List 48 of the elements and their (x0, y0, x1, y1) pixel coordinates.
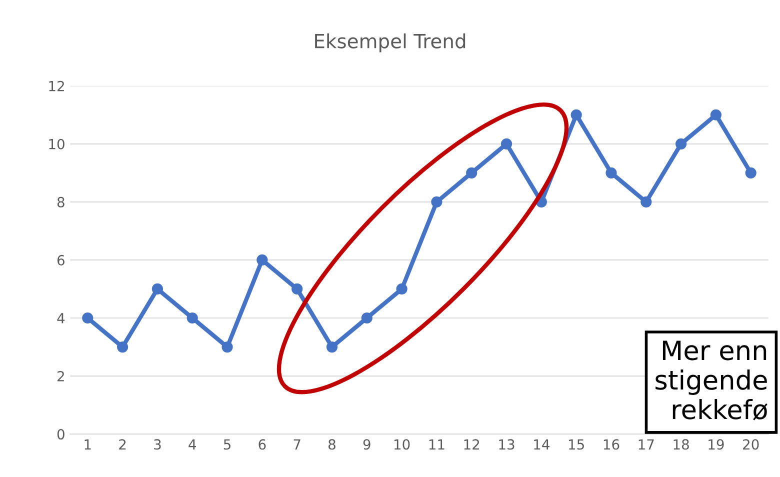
x-tick-label: 14 (534, 439, 550, 450)
point (186, 312, 198, 324)
point (710, 109, 722, 120)
y-tick-label: 12 (49, 80, 64, 92)
y-tick-label: 6 (57, 254, 64, 266)
point (152, 283, 164, 295)
point (82, 312, 94, 324)
point (466, 167, 478, 178)
y-tick-label: 8 (57, 196, 64, 208)
point (117, 341, 128, 353)
x-tick-label: 7 (294, 439, 300, 450)
x-tick-label: 4 (188, 439, 196, 450)
y-tick-label: 2 (58, 371, 64, 382)
point (500, 138, 512, 150)
x-tick-label: 12 (464, 439, 480, 450)
x-tick-label: 11 (429, 439, 444, 450)
point (396, 283, 408, 295)
point (431, 196, 442, 208)
annotation: Mer enn stigende rekkefø (656, 340, 768, 420)
x-tick-label: 17 (638, 439, 654, 450)
point (675, 138, 687, 150)
x-tick-label: 1 (84, 439, 91, 450)
point (292, 283, 303, 295)
point (745, 167, 756, 178)
point (256, 254, 268, 266)
x-tick-label: 16 (604, 439, 620, 450)
point (361, 312, 372, 324)
x-tick-label: 10 (394, 439, 410, 450)
x-tick-label: 13 (499, 439, 514, 450)
x-tick-label: 3 (154, 439, 161, 450)
x-tick-label: 9 (363, 439, 370, 450)
x-tick-label: 18 (674, 439, 689, 450)
y-tick-label: 4 (57, 313, 65, 324)
x-tick-label: 5 (224, 439, 230, 450)
point (640, 196, 652, 208)
x-tick-label: 19 (708, 439, 724, 450)
x-tick-label: 8 (328, 439, 336, 450)
point (326, 341, 338, 353)
y-tick-label: 0 (57, 429, 64, 440)
x-tick-label: 15 (569, 439, 584, 450)
x-tick-label: 2 (119, 439, 126, 450)
point (606, 167, 617, 178)
x-tick-label: 20 (743, 439, 759, 450)
x-tick-label: 6 (258, 439, 266, 450)
chart-title: Eksempel Trend (315, 33, 466, 52)
point (222, 341, 233, 353)
point (570, 109, 582, 120)
y-tick-label: 10 (49, 138, 64, 150)
